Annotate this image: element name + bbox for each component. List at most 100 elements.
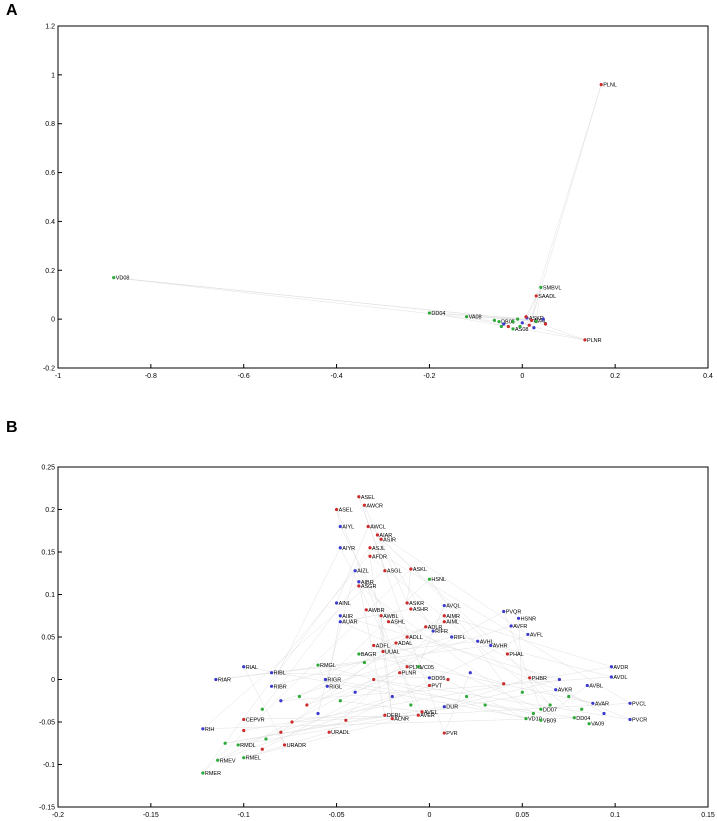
panel-b-point xyxy=(242,728,246,733)
panel-b-edge xyxy=(503,611,542,710)
panel-b-edge xyxy=(364,505,408,604)
panel-b-point xyxy=(375,533,380,537)
panel-b-point-label: AWBR xyxy=(368,608,384,614)
panel-a-edge xyxy=(536,287,542,322)
panel-b-edge xyxy=(325,579,430,680)
panel-b-point-label: URADL xyxy=(331,730,350,736)
panel-b-point-label: ASIR xyxy=(383,537,396,543)
panel-b-point xyxy=(524,717,528,721)
panel-b-y-tick-label: 0 xyxy=(51,677,55,684)
panel-a-point xyxy=(499,324,503,329)
panel-a-point xyxy=(532,326,536,330)
panel-a-point xyxy=(497,319,501,324)
panel-b-edge xyxy=(238,689,556,746)
panel-b-edge xyxy=(340,700,423,712)
panel-b-edge xyxy=(340,547,423,712)
panel-b-edge xyxy=(340,608,411,622)
panel-b-point-label: PVQR xyxy=(506,610,522,616)
panel-a-label: A xyxy=(6,2,18,19)
panel-b-point xyxy=(509,624,513,628)
panel-a-point-label: AVAL xyxy=(534,318,547,324)
panel-b-point xyxy=(628,701,632,705)
panel-a-point xyxy=(527,323,531,327)
panel-b-point-label: PVCR xyxy=(632,717,647,723)
panel-b-point-label: VB09 xyxy=(543,718,556,724)
panel-a-edge xyxy=(531,84,602,321)
panel-b-edge xyxy=(477,641,605,714)
panel-b-point xyxy=(379,614,383,618)
panel-b-edge xyxy=(225,715,385,744)
panel-b-point-label: PLNR xyxy=(402,671,417,677)
panel-b-edge xyxy=(410,608,452,638)
panel-b-point xyxy=(364,608,368,612)
panel-b-edge xyxy=(380,615,393,719)
panel-b-point xyxy=(427,683,432,688)
panel-b-point xyxy=(290,720,294,724)
panel-b-point xyxy=(201,771,205,775)
panel-b-point xyxy=(450,635,454,639)
panel-b-point-label: RIGR xyxy=(327,678,341,684)
panel-b-edge xyxy=(306,615,445,706)
panel-b-edge xyxy=(243,666,541,721)
panel-b-point-label: AVER xyxy=(420,713,435,719)
panel-b-point xyxy=(526,632,530,637)
panel-b-y-tick-label: 0.25 xyxy=(41,465,55,472)
panel-a-edge xyxy=(429,312,532,321)
panel-b-point xyxy=(338,546,342,550)
panel-b-point-label: PHBR xyxy=(532,676,547,682)
panel-b-edge xyxy=(444,677,530,707)
panel-b-point xyxy=(260,707,264,711)
panel-a-point xyxy=(464,315,469,319)
panel-a-edges xyxy=(113,84,602,341)
panel-b-point xyxy=(531,711,536,716)
panel-b-point xyxy=(409,607,413,611)
panel-a-point-label: SAADL xyxy=(538,294,556,300)
panel-a-edge xyxy=(525,295,537,317)
panel-a-point-label: DB05 xyxy=(501,320,515,326)
panel-b-edge xyxy=(418,605,445,667)
panel-b-point xyxy=(442,731,446,735)
panel-a-y-tick-label: 0.2 xyxy=(45,268,55,275)
panel-a-edge xyxy=(113,277,532,321)
panel-b-point xyxy=(580,707,584,711)
panel-b-edge xyxy=(369,556,551,706)
panel-a-point xyxy=(583,338,587,342)
panel-a-point xyxy=(492,318,497,322)
panel-b-point xyxy=(489,643,493,648)
panel-b-x-tick-label: -0.2 xyxy=(52,812,64,819)
panel-b-point-label: URADR xyxy=(287,743,307,749)
panel-b-point-label: RMEL xyxy=(246,756,261,762)
panel-b-edge xyxy=(271,636,452,687)
panel-b-point xyxy=(216,758,220,762)
panel-b-point xyxy=(431,629,435,633)
panel-b-point xyxy=(442,603,446,608)
panel-b-edge xyxy=(529,677,590,724)
panel-b-point xyxy=(442,705,446,709)
panel-b-point-label: HSNR xyxy=(521,616,537,622)
panel-b-point xyxy=(409,703,413,707)
panel-a-point xyxy=(543,322,548,326)
panel-b-edge xyxy=(395,636,408,644)
panel-b-point-label: AVAR xyxy=(595,701,609,707)
panel-a-point xyxy=(427,311,432,315)
panel-a-x-tick-label: -0.6 xyxy=(238,373,250,380)
panel-b-point xyxy=(520,690,524,694)
panel-b-point xyxy=(394,641,398,645)
panel-a-point xyxy=(511,327,515,331)
panel-a-y-tick-label: 0.6 xyxy=(45,170,55,177)
panel-b-y-tick-label: -0.15 xyxy=(39,805,55,812)
panel-b-point xyxy=(327,730,331,734)
panel-b-point-label: DD04 xyxy=(576,716,590,722)
panel-a-point xyxy=(539,285,543,289)
panel-a-edge xyxy=(429,312,544,320)
panel-b-point xyxy=(334,507,339,512)
panel-b-point xyxy=(338,620,342,624)
panel-b-point-label: AWCL xyxy=(370,525,386,531)
panel-b-point xyxy=(557,677,562,682)
panel-b-point xyxy=(587,722,591,726)
panel-b-point xyxy=(572,716,576,720)
panel-b-point xyxy=(334,601,339,605)
panel-b-point xyxy=(609,675,614,679)
panel-b-point xyxy=(353,569,357,573)
panel-a-edge xyxy=(113,277,500,322)
